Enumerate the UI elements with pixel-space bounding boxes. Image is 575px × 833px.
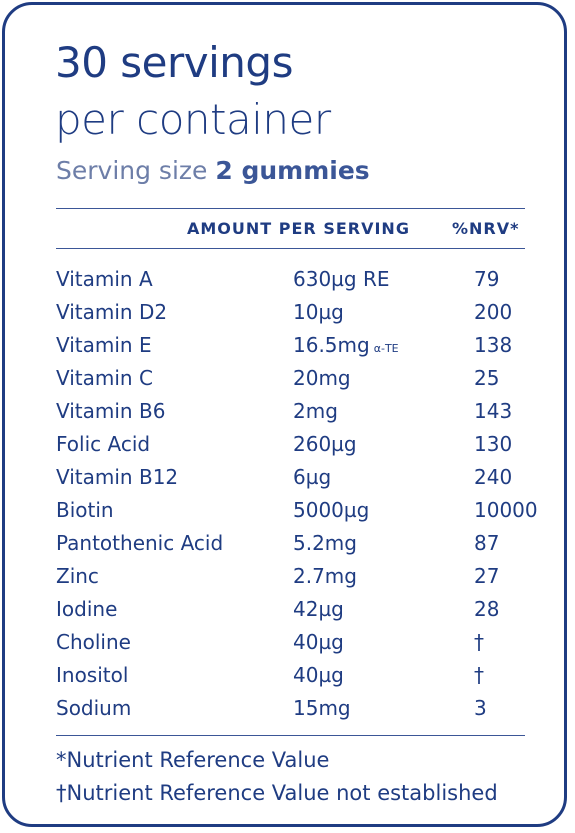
footnote-nrv: *Nutrient Reference Value [56, 748, 330, 772]
nutrient-name: Biotin [56, 498, 114, 522]
nutrient-nrv: 10000 [474, 498, 538, 522]
amount-unit-note: α-TE [373, 342, 399, 355]
servings-title: 30 servings [55, 38, 293, 87]
nutrient-amount: 5000µg [293, 499, 369, 521]
nutrient-name: Inositol [56, 663, 129, 687]
nutrient-amount: 6µg [293, 466, 331, 488]
amount-value: 16.5mg [293, 333, 370, 357]
nutrient-nrv: 25 [474, 366, 500, 390]
nutrient-name: Zinc [56, 564, 99, 588]
nutrient-name: Iodine [56, 597, 118, 621]
table-row: Inositol 40µg † [56, 660, 556, 693]
nutrient-amount: 40µg [293, 664, 344, 686]
table-row: Zinc 2.7mg 27 [56, 561, 556, 594]
nutrient-table: Vitamin A 630µg RE 79 Vitamin D2 10µg 200 Vita… [56, 264, 556, 726]
table-row: Iodine 42µg 28 [56, 594, 556, 627]
nutrient-nrv: 87 [474, 531, 500, 555]
nutrient-nrv: 79 [474, 267, 500, 291]
nutrient-nrv: 143 [474, 399, 513, 423]
serving-size-label: Serving size [56, 156, 208, 185]
amount-value: 5000µg [293, 498, 370, 522]
nutrient-name: Pantothenic Acid [56, 531, 224, 555]
table-row: Folic Acid 260µg 130 [56, 429, 556, 462]
table-row: Vitamin A 630µg RE 79 [56, 264, 556, 297]
table-row: Vitamin B6 2mg 143 [56, 396, 556, 429]
nutrient-name: Choline [56, 630, 131, 654]
nutrient-amount: 2mg [293, 400, 338, 422]
nutrient-name: Vitamin B12 [56, 465, 179, 489]
amount-value: 5.2mg [293, 531, 357, 555]
nutrient-amount: 20mg [293, 367, 351, 389]
table-row: Vitamin C 20mg 25 [56, 363, 556, 396]
nutrient-amount: 260µg [293, 433, 357, 455]
nutrient-nrv: 200 [474, 300, 513, 324]
table-row: Vitamin E 16.5mg α-TE 138 [56, 330, 556, 363]
footnote-not-established: †Nutrient Reference Value not establishe… [56, 781, 498, 805]
table-row: Pantothenic Acid 5.2mg 87 [56, 528, 556, 561]
table-row: Choline 40µg † [56, 627, 556, 660]
divider-top [56, 208, 525, 209]
nutrient-nrv: † [474, 630, 484, 654]
nutrition-panel [2, 2, 567, 827]
column-header-amount: AMOUNT PER SERVING [187, 219, 410, 238]
nutrient-nrv: 130 [474, 432, 513, 456]
nutrient-amount: 5.2mg [293, 532, 357, 554]
amount-value: 10µg [293, 300, 344, 324]
nutrient-name: Vitamin E [56, 333, 152, 357]
amount-value: 2.7mg [293, 564, 357, 588]
column-header-nrv: %NRV* [452, 219, 520, 238]
divider-header [56, 248, 525, 249]
nutrient-amount: 42µg [293, 598, 344, 620]
nutrient-nrv: 27 [474, 564, 500, 588]
nutrient-nrv: 3 [474, 696, 487, 720]
servings-subtitle: per container [55, 95, 331, 144]
nutrient-name: Vitamin D2 [56, 300, 168, 324]
amount-value: 6µg [293, 465, 332, 489]
amount-value: 20mg [293, 366, 351, 390]
nutrient-nrv: 138 [474, 333, 513, 357]
amount-value: 15mg [293, 696, 351, 720]
table-row: Biotin 5000µg 10000 [56, 495, 556, 528]
nutrient-amount: 2.7mg [293, 565, 357, 587]
nutrient-name: Folic Acid [56, 432, 151, 456]
nutrient-nrv: † [474, 663, 484, 687]
nutrient-nrv: 240 [474, 465, 513, 489]
nutrient-name: Vitamin B6 [56, 399, 166, 423]
nutrient-name: Vitamin A [56, 267, 153, 291]
amount-value: 40µg [293, 630, 344, 654]
nutrient-nrv: 28 [474, 597, 500, 621]
nutrient-amount: 16.5mg α-TE [293, 334, 399, 356]
amount-value: 42µg [293, 597, 344, 621]
table-row: Sodium 15mg 3 [56, 693, 556, 726]
nutrient-amount: 630µg RE [293, 268, 389, 290]
serving-size: Serving size 2 gummies [56, 158, 370, 183]
amount-value: 2mg [293, 399, 338, 423]
table-row: Vitamin B12 6µg 240 [56, 462, 556, 495]
amount-value: 260µg [293, 432, 357, 456]
nutrient-amount: 10µg [293, 301, 344, 323]
divider-bottom [56, 735, 525, 736]
table-row: Vitamin D2 10µg 200 [56, 297, 556, 330]
nutrient-name: Vitamin C [56, 366, 153, 390]
nutrient-amount: 40µg [293, 631, 344, 653]
nutrient-amount: 15mg [293, 697, 351, 719]
amount-value: 40µg [293, 663, 344, 687]
amount-value: 630µg RE [293, 267, 390, 291]
serving-size-value: 2 gummies [215, 156, 370, 185]
nutrient-name: Sodium [56, 696, 132, 720]
